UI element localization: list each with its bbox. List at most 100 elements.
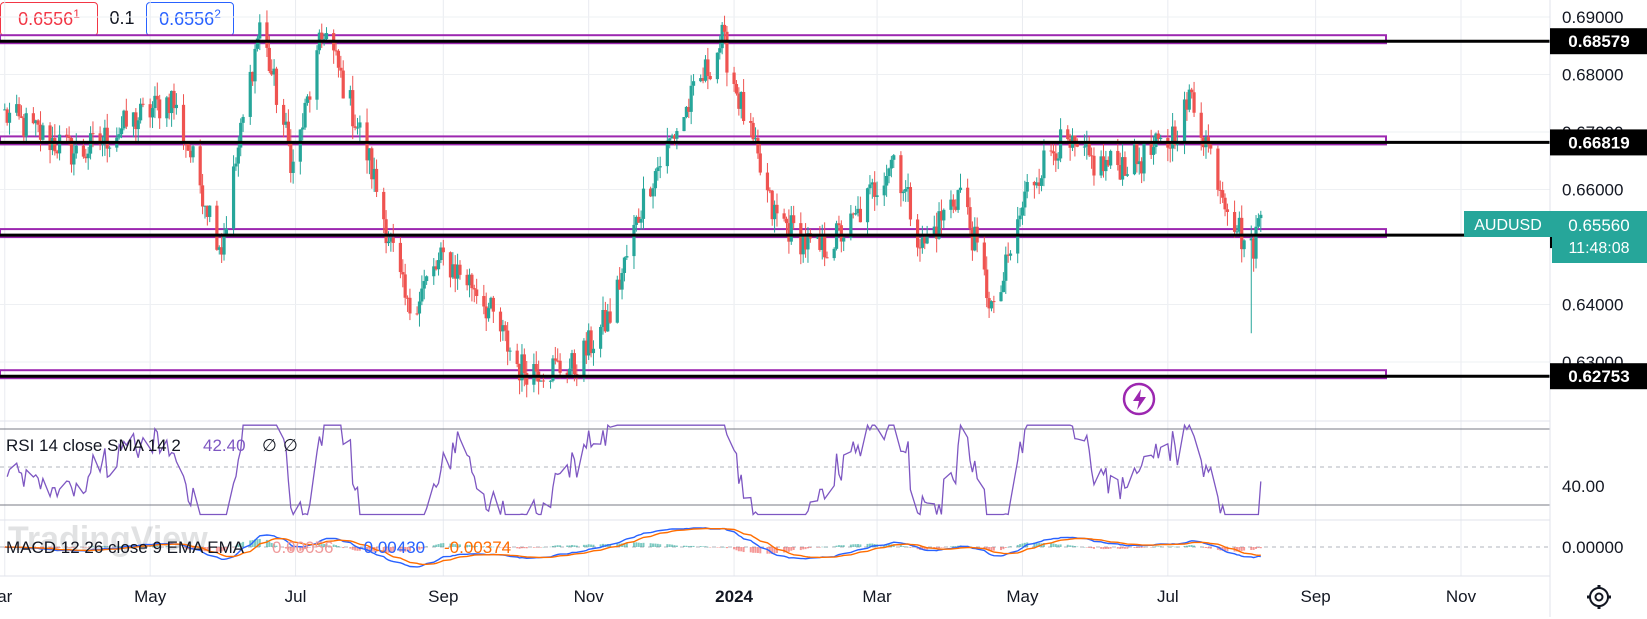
candle-body [989, 301, 994, 309]
candle-body [408, 297, 412, 314]
candle-body [932, 226, 936, 236]
macd-hist-bar [637, 542, 640, 547]
candle-body [608, 311, 612, 323]
macd-hist-bar [899, 545, 902, 547]
candle-body [420, 288, 424, 302]
macd-hist-bar [89, 546, 92, 548]
macd-hist-bar [1054, 544, 1057, 547]
macd-hist-bar [854, 544, 857, 547]
macd-hist-bar [756, 547, 759, 554]
sell-price-button[interactable]: 0.65561 [0, 2, 98, 36]
candle-body [1135, 144, 1139, 165]
candle-body [875, 195, 879, 197]
candle-body [915, 219, 920, 248]
macd-hist-bar [401, 547, 404, 552]
macd-hist-bar [671, 544, 674, 547]
macd-legend-hist: 0.00056 [272, 538, 333, 557]
macd-hist-bar [1138, 547, 1141, 548]
macd-hist-bar [1038, 543, 1041, 547]
candle-body [672, 135, 677, 139]
macd-hist-bar [332, 544, 335, 547]
macd-hist-bar [649, 543, 652, 547]
candle-body [1237, 217, 1241, 232]
macd-hist-bar [716, 547, 719, 548]
candle-body [1025, 181, 1029, 192]
macd-hist-bar [1090, 547, 1093, 549]
candle-body [715, 52, 719, 80]
macd-hist-bar [723, 546, 726, 548]
buy-price-button[interactable]: 0.65562 [146, 2, 234, 36]
candle-body [558, 360, 562, 373]
macd-hist-bar [1121, 547, 1124, 549]
candle-body [334, 50, 338, 52]
candle-body [1190, 89, 1194, 93]
macd-hist-bar [1059, 544, 1062, 547]
macd-hist-bar [72, 547, 75, 548]
macd-hist-bar [988, 547, 991, 551]
macd-hist-bar [1135, 547, 1138, 548]
macd-hist-bar [1216, 547, 1219, 550]
macd-hist-bar [1190, 545, 1193, 547]
macd-hist-bar [220, 547, 223, 552]
macd-hist-bar [1257, 547, 1260, 548]
candle-body [587, 330, 591, 356]
macd-hist-bar [442, 543, 445, 547]
macd-legend-macd: -0.00430 [358, 538, 425, 557]
candle-body [772, 204, 777, 220]
level-label: 0.62753 [1568, 367, 1629, 386]
candle-body [53, 137, 57, 152]
candle-body [19, 116, 24, 118]
candle-body [1171, 126, 1175, 149]
candle-body [1249, 238, 1253, 241]
lightning-icon[interactable] [1122, 382, 1156, 416]
macd-hist-bar [1000, 547, 1003, 551]
macd-hist-bar [103, 545, 106, 547]
candle-body [1023, 191, 1027, 208]
candle-body [901, 191, 905, 194]
macd-hist-bar [91, 546, 94, 547]
candle-body [925, 235, 929, 244]
candle-body [899, 155, 903, 194]
candle-body [739, 91, 743, 109]
candle-body [789, 215, 793, 242]
macd-hist-bar [740, 547, 743, 552]
macd-hist-bar [1104, 547, 1107, 549]
macd-hist-bar [549, 546, 552, 548]
candle-body [122, 110, 126, 129]
candle-body [57, 134, 62, 154]
watermark-text: TradingView [8, 520, 208, 558]
candle-body [1232, 211, 1237, 232]
macd-hist-bar [721, 546, 724, 548]
candle-body [548, 380, 553, 382]
gear-icon[interactable] [1582, 580, 1616, 614]
macd-hist-bar [485, 546, 488, 548]
candle-body [374, 168, 379, 192]
macd-hist-bar [68, 547, 71, 548]
candle-body [601, 309, 605, 327]
macd-hist-bar [673, 545, 676, 547]
candle-body [1259, 214, 1263, 219]
candle-body [508, 350, 512, 352]
macd-hist-bar [115, 546, 118, 547]
candle-body [1087, 142, 1091, 156]
candle-body [74, 145, 78, 154]
candle-body [551, 358, 555, 381]
macd-hist-bar [84, 547, 87, 548]
macd-hist-bar [199, 547, 202, 551]
candle-body [637, 216, 641, 223]
candle-body [670, 135, 674, 139]
macd-hist-bar [292, 547, 295, 552]
candle-body [105, 127, 109, 149]
macd-hist-bar [275, 545, 278, 547]
candle-body [131, 112, 136, 127]
candle-body [501, 325, 505, 332]
candle-body [517, 364, 522, 381]
macd-hist-bar [737, 547, 740, 552]
macd-hist-bar [866, 543, 869, 547]
candle-body [372, 168, 376, 180]
candle-body [701, 78, 705, 81]
macd-hist-bar [652, 543, 655, 547]
candle-body [1256, 218, 1261, 227]
candle-body [799, 223, 803, 255]
